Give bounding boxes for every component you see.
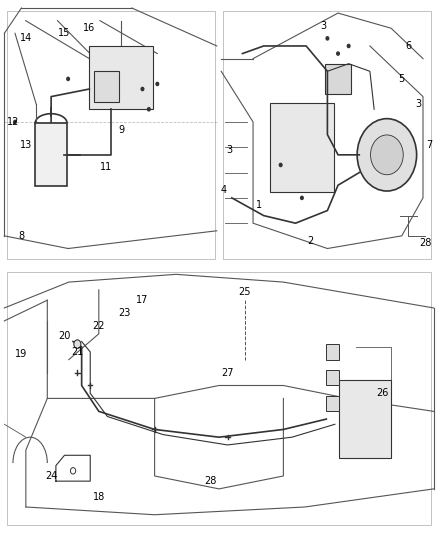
Circle shape: [371, 135, 403, 175]
Text: 28: 28: [419, 238, 431, 248]
Text: 24: 24: [46, 471, 58, 481]
Text: 4: 4: [220, 185, 226, 195]
Text: 3: 3: [416, 99, 422, 109]
Text: 16: 16: [83, 23, 95, 33]
Bar: [326, 344, 339, 360]
Circle shape: [300, 196, 303, 199]
Text: 28: 28: [204, 476, 217, 486]
Text: 22: 22: [92, 321, 105, 331]
Bar: [7, 272, 431, 525]
Circle shape: [141, 87, 144, 91]
Text: 1: 1: [256, 200, 262, 211]
Bar: [326, 396, 339, 411]
Text: 26: 26: [376, 388, 389, 398]
Text: 19: 19: [15, 350, 28, 359]
Text: 21: 21: [71, 347, 84, 357]
Circle shape: [326, 37, 328, 40]
Text: 5: 5: [399, 74, 405, 84]
Text: 6: 6: [405, 41, 411, 51]
Text: 12: 12: [7, 117, 19, 127]
Circle shape: [357, 119, 417, 191]
Text: 14: 14: [20, 34, 32, 43]
Bar: [89, 46, 153, 109]
Circle shape: [337, 52, 339, 55]
Text: 23: 23: [118, 308, 131, 318]
Circle shape: [279, 163, 282, 166]
Bar: [94, 71, 119, 102]
Bar: [270, 103, 334, 191]
Text: 7: 7: [426, 140, 432, 150]
Text: 18: 18: [93, 491, 105, 502]
Circle shape: [156, 82, 159, 85]
Circle shape: [148, 108, 150, 111]
Text: 17: 17: [135, 295, 148, 305]
Text: 9: 9: [118, 125, 124, 134]
Circle shape: [74, 340, 81, 349]
Text: 8: 8: [18, 231, 25, 241]
Circle shape: [71, 467, 76, 474]
Text: 25: 25: [239, 287, 251, 297]
Bar: [223, 11, 431, 259]
Text: 3: 3: [320, 21, 326, 31]
Bar: [325, 63, 351, 94]
Bar: [7, 11, 215, 259]
Circle shape: [14, 120, 16, 124]
Text: 2: 2: [307, 236, 314, 246]
Text: 15: 15: [58, 28, 70, 38]
Text: 27: 27: [221, 368, 234, 377]
Text: 20: 20: [58, 332, 71, 341]
Text: 3: 3: [226, 145, 233, 155]
Text: 13: 13: [20, 140, 32, 150]
Bar: [35, 123, 67, 187]
Text: 11: 11: [100, 163, 113, 173]
Bar: [326, 370, 339, 385]
Bar: [339, 381, 391, 458]
Circle shape: [67, 77, 69, 80]
Circle shape: [347, 44, 350, 47]
